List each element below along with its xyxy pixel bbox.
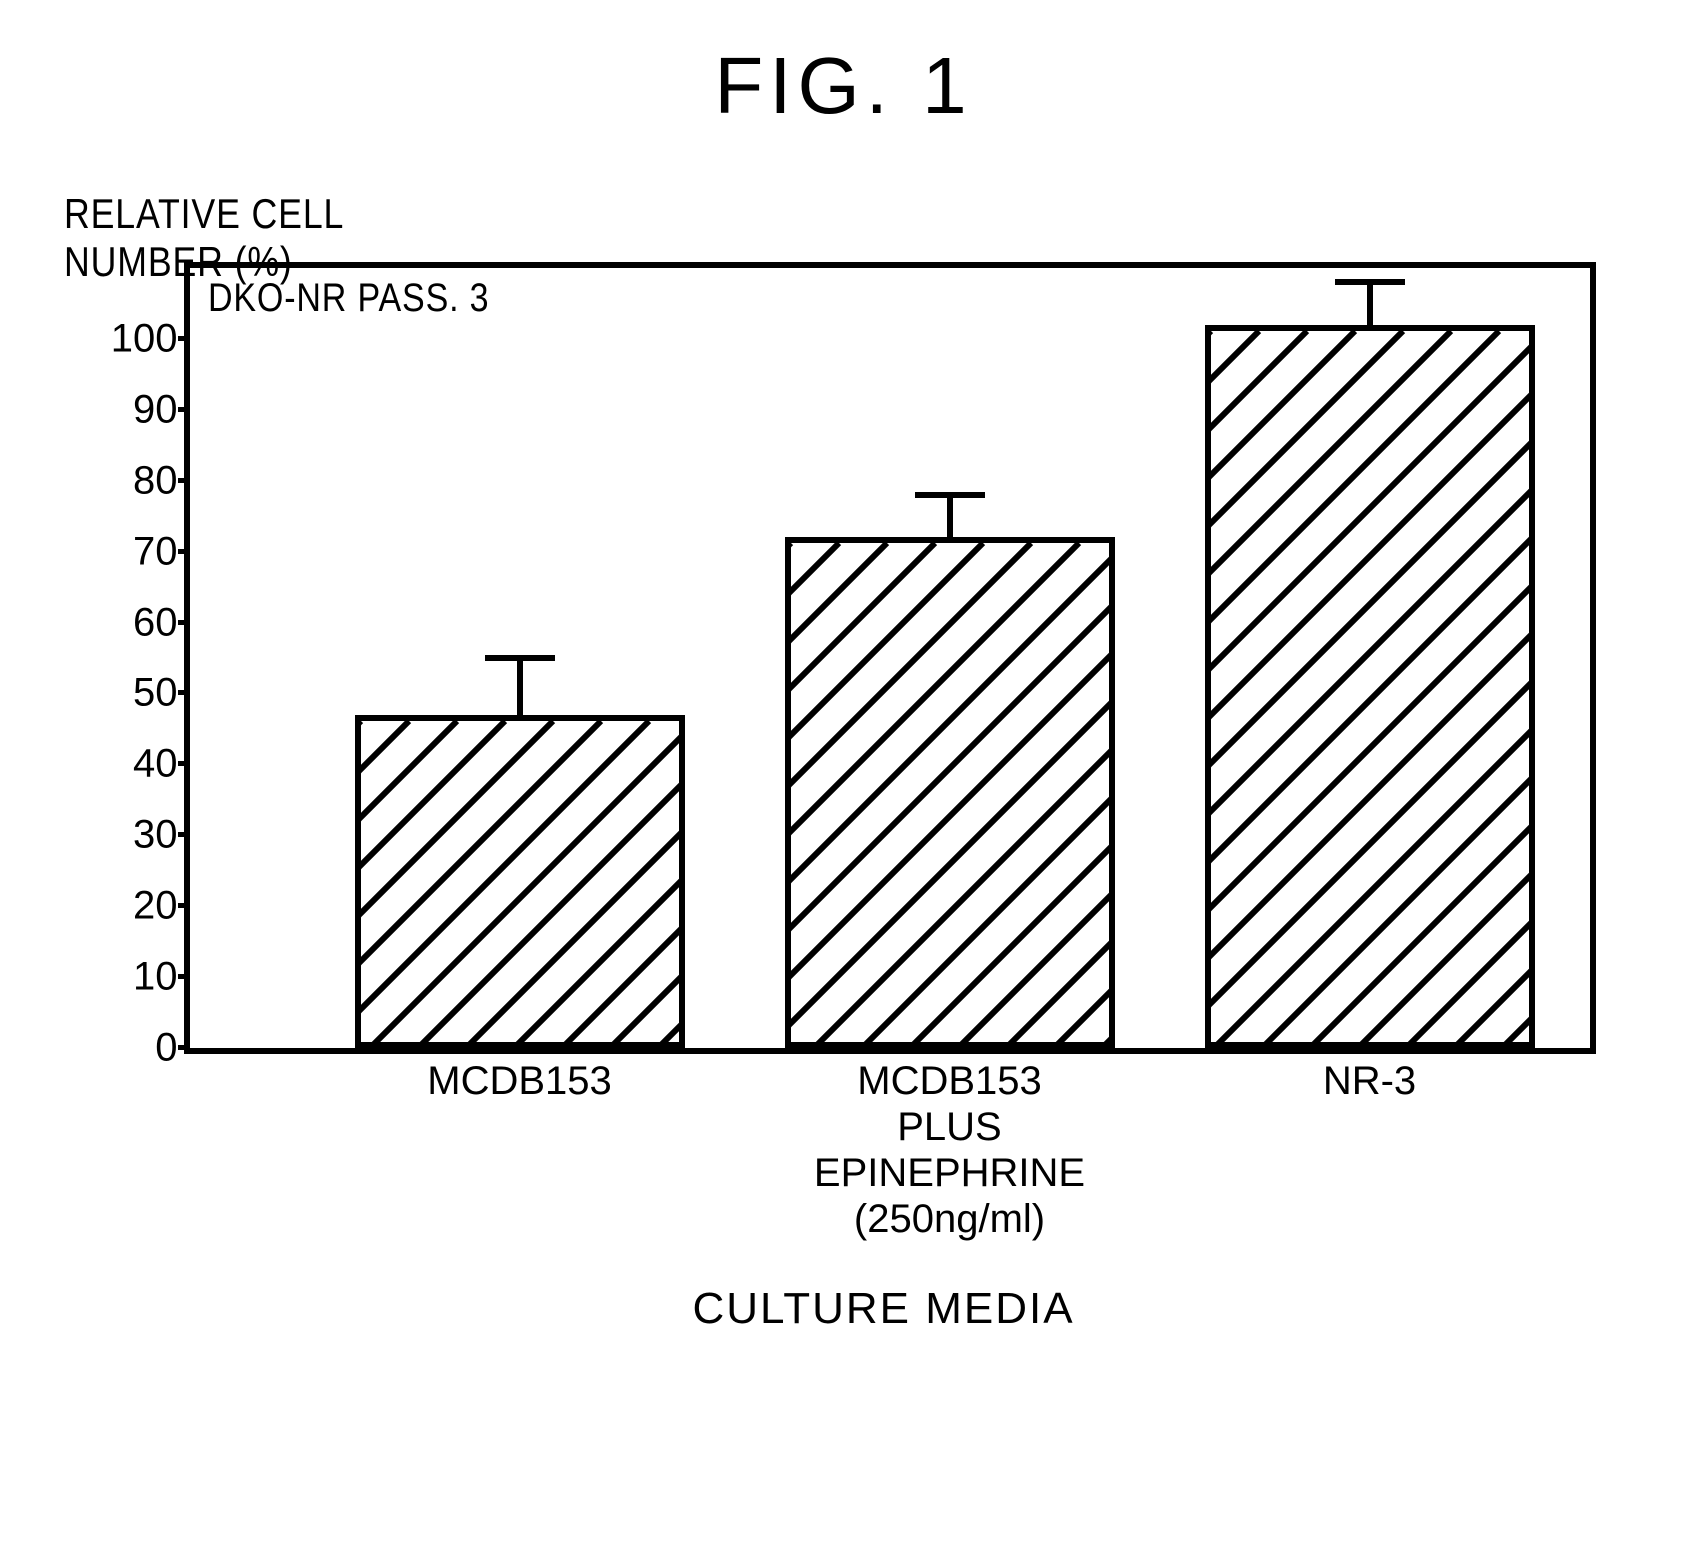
error-bar-cap [485, 655, 555, 661]
plot-area: DKO-NR PASS. 3 0102030405060708090100MCD… [184, 262, 1596, 1054]
error-bar-cap [915, 492, 985, 498]
error-bar-cap [1335, 279, 1405, 285]
y-tick-mark [178, 690, 190, 695]
x-axis-title: CULTURE MEDIA [184, 1284, 1584, 1334]
x-category-label: MCDB153 PLUS EPINEPHRINE (250ng/ml) [814, 1058, 1085, 1242]
x-category-label: NR-3 [1323, 1058, 1416, 1104]
y-tick-mark [178, 761, 190, 766]
y-tick-mark [178, 832, 190, 837]
bar [355, 715, 685, 1048]
y-tick-label: 60 [133, 600, 178, 645]
y-tick-label: 10 [133, 955, 178, 1000]
y-tick-label: 80 [133, 458, 178, 503]
y-tick-mark [178, 1045, 190, 1050]
y-tick-mark [178, 903, 190, 908]
y-tick-mark [178, 620, 190, 625]
y-tick-mark [178, 336, 190, 341]
y-tick-mark [178, 478, 190, 483]
y-tick-mark [178, 974, 190, 979]
y-tick-label: 50 [133, 671, 178, 716]
y-tick-label: 100 [111, 316, 178, 361]
error-bar-stem [1367, 282, 1373, 325]
error-bar-stem [517, 658, 523, 715]
bar [785, 537, 1115, 1048]
bar-hatch [1211, 331, 1529, 1042]
bar-hatch [791, 543, 1109, 1042]
y-tick-mark [178, 407, 190, 412]
bar-hatch [361, 721, 679, 1042]
figure-title: FIG. 1 [44, 40, 1644, 132]
y-tick-label: 90 [133, 387, 178, 432]
plot-annotation: DKO-NR PASS. 3 [208, 276, 489, 321]
figure-container: FIG. 1 RELATIVE CELL NUMBER (%) DKO-NR P… [44, 40, 1644, 1334]
y-tick-label: 70 [133, 529, 178, 574]
y-tick-label: 0 [155, 1026, 177, 1071]
x-category-label: MCDB153 [427, 1058, 612, 1104]
y-tick-label: 30 [133, 813, 178, 858]
y-tick-label: 20 [133, 884, 178, 929]
y-tick-mark [178, 549, 190, 554]
y-tick-label: 40 [133, 742, 178, 787]
error-bar-stem [947, 495, 953, 538]
bar [1205, 325, 1535, 1048]
